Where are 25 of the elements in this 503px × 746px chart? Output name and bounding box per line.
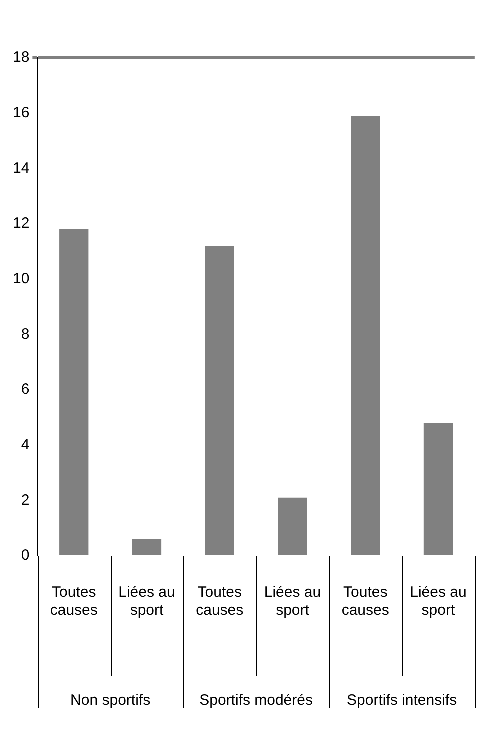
y-tick-label: 0 <box>21 547 30 564</box>
y-tick-label: 2 <box>21 492 30 509</box>
x-tick-label: Liées au sport <box>118 584 176 620</box>
y-tick-label: 12 <box>12 215 30 232</box>
y-tick-label: 8 <box>21 326 30 343</box>
x-tick-label: Toutes causes <box>50 584 98 620</box>
bar <box>205 246 234 556</box>
x-tick-label: Liées au sport <box>410 584 467 620</box>
y-tick-label: 18 <box>12 49 30 66</box>
y-tick-label: 6 <box>21 381 30 398</box>
text: Non sportifs <box>70 692 151 710</box>
text: Sportifs intensifs <box>347 692 458 710</box>
bar <box>424 423 454 556</box>
x-tick-label: Toutes causes <box>342 584 390 620</box>
y-tick-label: 16 <box>12 104 30 122</box>
y-tick-label: 10 <box>12 270 30 288</box>
bar <box>60 230 89 556</box>
bar <box>278 498 308 556</box>
bar <box>351 116 380 556</box>
x-tick-label: Liées au sport <box>264 584 322 620</box>
text: Sportifs modérés <box>200 692 313 710</box>
x-tick-label: Toutes causes <box>196 584 244 620</box>
bar <box>132 539 162 556</box>
y-tick-label: 4 <box>21 436 30 454</box>
y-tick-label: 14 <box>12 160 30 177</box>
